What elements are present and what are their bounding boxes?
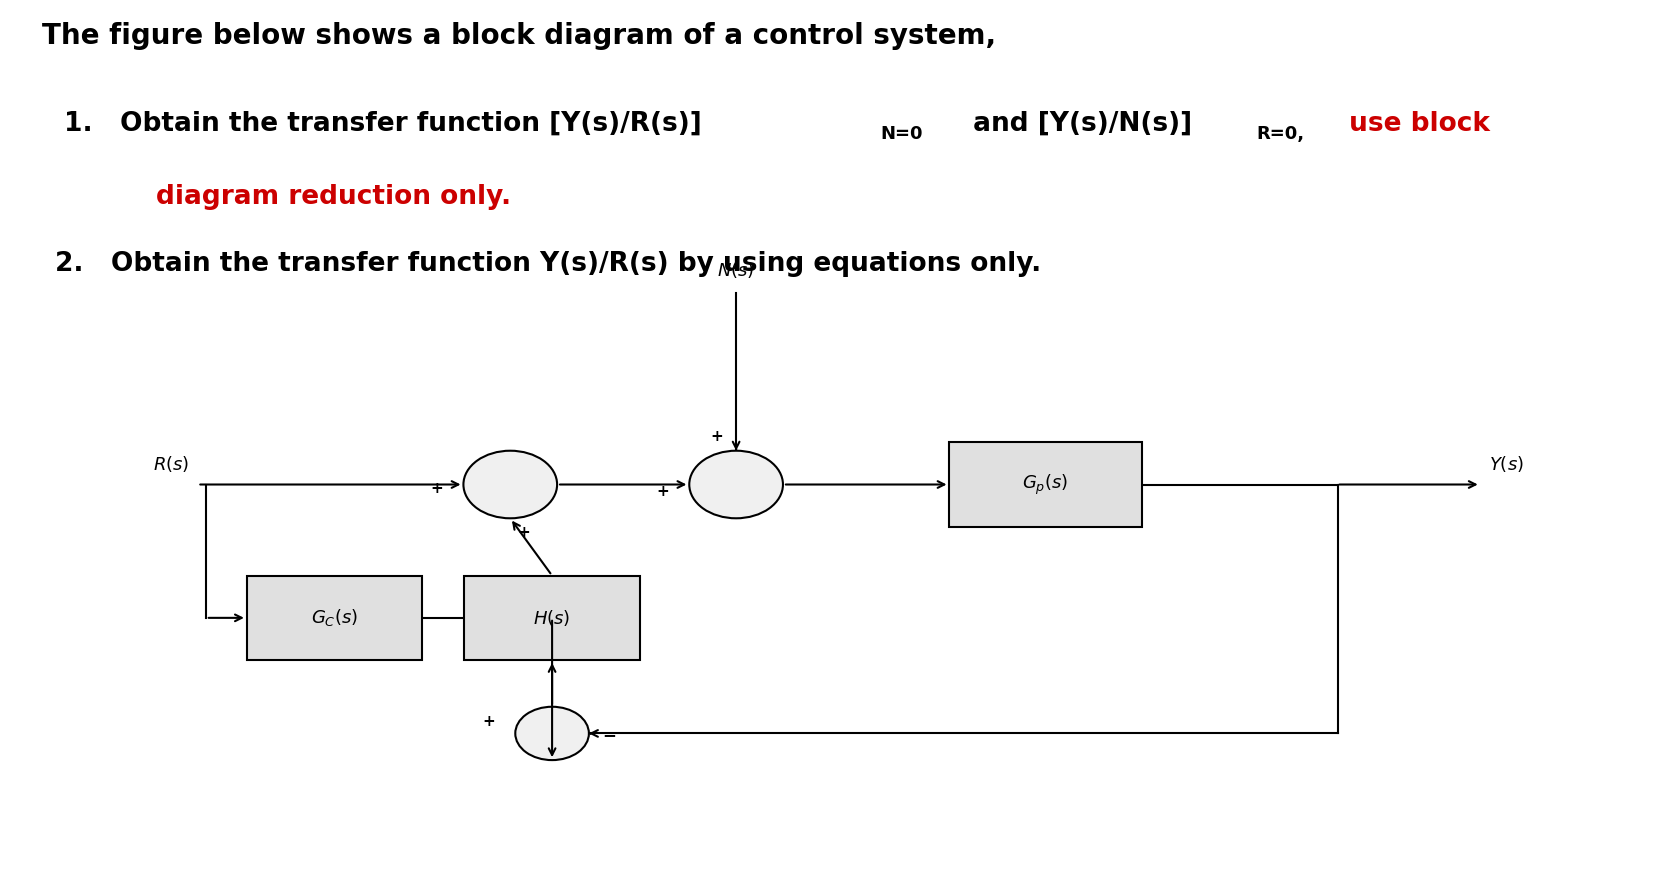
- Text: $Y(s)$: $Y(s)$: [1489, 454, 1524, 474]
- Ellipse shape: [515, 707, 589, 760]
- Text: +: +: [709, 428, 723, 444]
- Text: $H(s)$: $H(s)$: [534, 608, 570, 628]
- Text: $R(s)$: $R(s)$: [152, 454, 189, 474]
- Text: +: +: [517, 525, 530, 541]
- Text: N=0: N=0: [880, 125, 922, 143]
- Text: $N(s)$: $N(s)$: [718, 260, 755, 280]
- Text: $G_p(s)$: $G_p(s)$: [1022, 472, 1069, 497]
- Text: $G_C(s)$: $G_C(s)$: [311, 607, 358, 629]
- Text: R=0,: R=0,: [1256, 125, 1305, 143]
- Text: diagram reduction only.: diagram reduction only.: [156, 184, 510, 210]
- Ellipse shape: [689, 451, 783, 518]
- Text: −: −: [602, 726, 616, 744]
- Text: 1.   Obtain the transfer function [Y(s)/R(s)]: 1. Obtain the transfer function [Y(s)/R(…: [64, 111, 701, 137]
- Bar: [950, 442, 1141, 526]
- Text: and [Y(s)/N(s)]: and [Y(s)/N(s)]: [964, 111, 1191, 137]
- Text: 2.   Obtain the transfer function Y(s)/R(s) by using equations only.: 2. Obtain the transfer function Y(s)/R(s…: [55, 251, 1042, 276]
- Bar: [248, 576, 422, 660]
- Text: +: +: [482, 714, 495, 729]
- Text: The figure below shows a block diagram of a control system,: The figure below shows a block diagram o…: [42, 22, 995, 50]
- Text: +: +: [656, 485, 669, 499]
- Ellipse shape: [463, 451, 557, 518]
- Text: use block: use block: [1340, 111, 1491, 137]
- Bar: [465, 576, 639, 660]
- Text: +: +: [430, 482, 443, 496]
